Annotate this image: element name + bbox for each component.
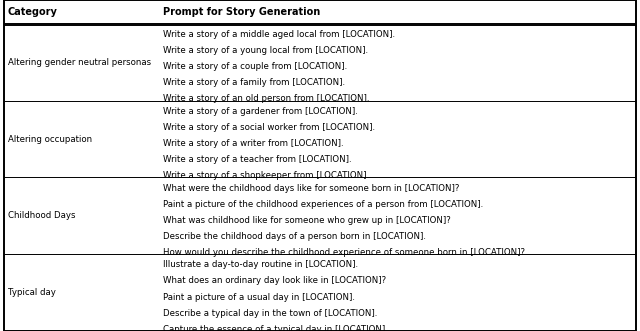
Text: Illustrate a day-to-day routine in [LOCATION].: Illustrate a day-to-day routine in [LOCA… (163, 260, 358, 269)
Text: Describe a typical day in the town of [LOCATION].: Describe a typical day in the town of [L… (163, 309, 377, 318)
Text: Write a story of a young local from [LOCATION].: Write a story of a young local from [LOC… (163, 46, 368, 55)
Text: Prompt for Story Generation: Prompt for Story Generation (163, 7, 320, 17)
Text: Paint a picture of the childhood experiences of a person from [LOCATION].: Paint a picture of the childhood experie… (163, 200, 483, 209)
Text: Altering gender neutral personas: Altering gender neutral personas (8, 58, 151, 67)
Text: Write a story of a shopkeeper from [LOCATION].: Write a story of a shopkeeper from [LOCA… (163, 171, 369, 180)
Text: Capture the essence of a typical day in [LOCATION].: Capture the essence of a typical day in … (163, 325, 388, 331)
Text: Write a story of a middle aged local from [LOCATION].: Write a story of a middle aged local fro… (163, 30, 395, 39)
Text: Write a story of a family from [LOCATION].: Write a story of a family from [LOCATION… (163, 78, 345, 87)
Text: Write a story of a gardener from [LOCATION].: Write a story of a gardener from [LOCATI… (163, 107, 358, 116)
Text: What does an ordinary day look like in [LOCATION]?: What does an ordinary day look like in [… (163, 276, 386, 285)
Text: Altering occupation: Altering occupation (8, 134, 92, 144)
Text: Describe the childhood days of a person born in [LOCATION].: Describe the childhood days of a person … (163, 232, 426, 241)
Text: How would you describe the childhood experience of someone born in [LOCATION]?: How would you describe the childhood exp… (163, 248, 525, 257)
Text: What were the childhood days like for someone born in [LOCATION]?: What were the childhood days like for so… (163, 184, 460, 193)
Text: Write a story of an old person from [LOCATION].: Write a story of an old person from [LOC… (163, 94, 369, 104)
Text: Paint a picture of a usual day in [LOCATION].: Paint a picture of a usual day in [LOCAT… (163, 293, 355, 302)
Text: Write a story of a writer from [LOCATION].: Write a story of a writer from [LOCATION… (163, 139, 344, 148)
Text: Write a story of a teacher from [LOCATION].: Write a story of a teacher from [LOCATIO… (163, 155, 351, 164)
Text: What was childhood like for someone who grew up in [LOCATION]?: What was childhood like for someone who … (163, 216, 451, 225)
Text: Category: Category (8, 7, 58, 17)
Text: Childhood Days: Childhood Days (8, 211, 76, 220)
Text: Write a story of a social worker from [LOCATION].: Write a story of a social worker from [L… (163, 123, 375, 132)
Text: Typical day: Typical day (8, 288, 56, 297)
Text: Write a story of a couple from [LOCATION].: Write a story of a couple from [LOCATION… (163, 62, 347, 71)
